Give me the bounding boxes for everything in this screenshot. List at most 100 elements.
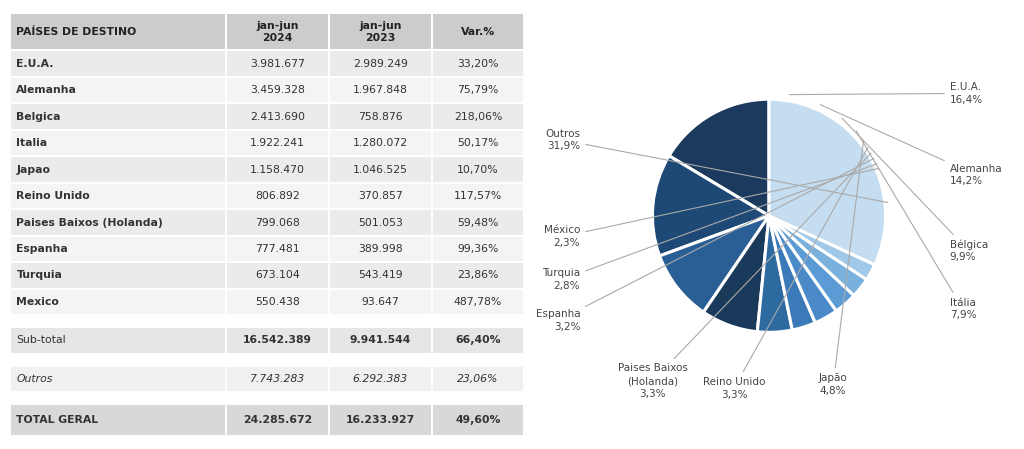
Text: México
2,3%: México 2,3% xyxy=(544,168,879,248)
Wedge shape xyxy=(758,216,793,332)
Bar xyxy=(226,156,329,183)
Text: Paises Baixos (Holanda): Paises Baixos (Holanda) xyxy=(16,217,163,228)
Bar xyxy=(329,209,432,236)
Text: 59,48%: 59,48% xyxy=(458,217,499,228)
Bar xyxy=(10,315,524,327)
Bar xyxy=(10,327,226,354)
Bar xyxy=(226,365,329,392)
Bar xyxy=(329,262,432,289)
Text: 6.292.383: 6.292.383 xyxy=(352,374,408,384)
Text: 75,79%: 75,79% xyxy=(458,85,499,95)
Bar xyxy=(10,103,226,130)
Text: 2.989.249: 2.989.249 xyxy=(353,59,408,69)
Bar xyxy=(432,404,524,436)
Bar xyxy=(10,209,226,236)
Bar xyxy=(432,156,524,183)
Bar xyxy=(10,262,226,289)
Bar xyxy=(226,183,329,209)
Wedge shape xyxy=(669,99,769,216)
Bar xyxy=(10,77,226,103)
Text: E.U.A.: E.U.A. xyxy=(16,59,54,69)
Text: TOTAL GERAL: TOTAL GERAL xyxy=(16,415,98,425)
Bar xyxy=(432,327,524,354)
Text: 1.046.525: 1.046.525 xyxy=(353,164,408,175)
Bar xyxy=(432,130,524,156)
Text: 777.481: 777.481 xyxy=(255,244,300,254)
Bar xyxy=(432,77,524,103)
Text: 66,40%: 66,40% xyxy=(455,335,501,345)
Bar xyxy=(329,130,432,156)
Text: Reino Unido: Reino Unido xyxy=(16,191,90,201)
Text: Bélgica
9,9%: Bélgica 9,9% xyxy=(842,118,988,262)
Text: 16.233.927: 16.233.927 xyxy=(346,415,415,425)
Bar xyxy=(226,130,329,156)
Wedge shape xyxy=(659,216,769,312)
Text: 799.068: 799.068 xyxy=(255,217,300,228)
Bar xyxy=(329,365,432,392)
Bar xyxy=(432,13,524,50)
Bar xyxy=(10,13,226,50)
Text: Turquia: Turquia xyxy=(16,270,62,281)
Text: 218,06%: 218,06% xyxy=(454,112,502,122)
Bar xyxy=(226,103,329,130)
Text: 1.967.848: 1.967.848 xyxy=(353,85,408,95)
Text: 99,36%: 99,36% xyxy=(458,244,499,254)
Text: 117,57%: 117,57% xyxy=(454,191,502,201)
Wedge shape xyxy=(769,216,815,330)
Bar xyxy=(329,13,432,50)
Text: Outros: Outros xyxy=(16,374,53,384)
Text: Italia: Italia xyxy=(16,138,47,148)
Bar xyxy=(432,103,524,130)
Text: 7.743.283: 7.743.283 xyxy=(250,374,305,384)
Bar xyxy=(226,404,329,436)
Text: 487,78%: 487,78% xyxy=(454,297,502,307)
Bar xyxy=(329,404,432,436)
Bar xyxy=(432,209,524,236)
Text: 550.438: 550.438 xyxy=(255,297,300,307)
Bar xyxy=(10,365,226,392)
Bar xyxy=(432,183,524,209)
Wedge shape xyxy=(769,216,874,279)
Bar xyxy=(10,236,226,262)
Bar xyxy=(329,77,432,103)
Text: 33,20%: 33,20% xyxy=(458,59,499,69)
Text: Espanha
3,2%: Espanha 3,2% xyxy=(536,158,873,332)
Bar xyxy=(10,392,524,404)
Bar xyxy=(10,289,226,315)
Bar xyxy=(10,354,524,365)
Bar xyxy=(329,50,432,77)
Bar xyxy=(329,103,432,130)
Text: PAÍSES DE DESTINO: PAÍSES DE DESTINO xyxy=(16,27,136,37)
Text: 3.981.677: 3.981.677 xyxy=(250,59,305,69)
Text: 370.857: 370.857 xyxy=(358,191,402,201)
Bar xyxy=(329,327,432,354)
Text: 501.053: 501.053 xyxy=(357,217,402,228)
Wedge shape xyxy=(769,216,854,311)
Text: 50,17%: 50,17% xyxy=(458,138,499,148)
Wedge shape xyxy=(769,216,837,323)
Text: Itália
7,9%: Itália 7,9% xyxy=(856,131,976,321)
Text: 389.998: 389.998 xyxy=(358,244,402,254)
Bar xyxy=(432,262,524,289)
Bar xyxy=(226,236,329,262)
Bar xyxy=(226,209,329,236)
Text: Espanha: Espanha xyxy=(16,244,69,254)
Text: Alemanha
14,2%: Alemanha 14,2% xyxy=(820,105,1002,186)
Bar xyxy=(329,236,432,262)
Bar xyxy=(10,50,226,77)
Text: Japão
4,8%: Japão 4,8% xyxy=(819,141,863,396)
Text: 9.941.544: 9.941.544 xyxy=(349,335,411,345)
Bar xyxy=(10,130,226,156)
Text: Belgica: Belgica xyxy=(16,112,60,122)
Bar xyxy=(432,289,524,315)
Bar xyxy=(226,289,329,315)
Text: 1.922.241: 1.922.241 xyxy=(250,138,305,148)
Wedge shape xyxy=(703,216,769,332)
Text: 1.280.072: 1.280.072 xyxy=(352,138,408,148)
Text: 10,70%: 10,70% xyxy=(457,164,499,175)
Text: Reino Unido
3,3%: Reino Unido 3,3% xyxy=(702,148,867,400)
Bar xyxy=(10,156,226,183)
Bar xyxy=(226,50,329,77)
Text: 758.876: 758.876 xyxy=(358,112,402,122)
Bar xyxy=(329,156,432,183)
